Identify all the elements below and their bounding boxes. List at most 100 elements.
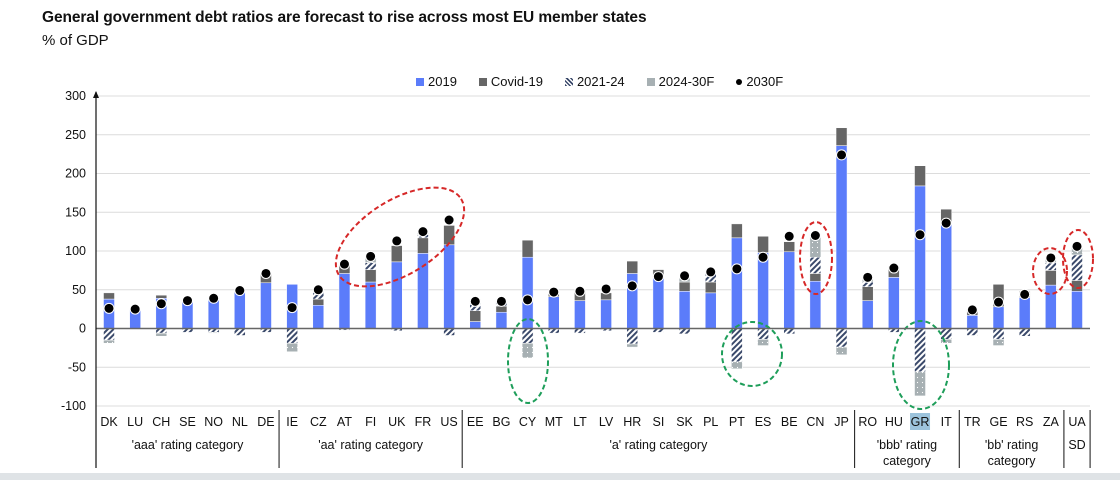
bar-2021-24	[757, 328, 769, 340]
bar-2021-24	[286, 328, 298, 344]
x-tick-label: ZA	[1043, 415, 1060, 429]
legend-item-2019: 2019	[416, 74, 457, 89]
x-tick-label: IE	[286, 415, 298, 429]
bar-2021-24	[783, 328, 795, 335]
bar-covid	[809, 273, 822, 282]
marker-2030f	[888, 262, 900, 274]
bar-2019	[678, 291, 691, 329]
bar-2021-24	[966, 328, 979, 336]
bar-2021-24	[364, 262, 377, 270]
marker-2030f	[993, 296, 1005, 308]
marker-2030f	[652, 271, 664, 283]
marker-2030f	[417, 226, 429, 238]
bar-2019	[1018, 297, 1031, 329]
x-tick-label: RS	[1016, 415, 1033, 429]
x-tick-label: CH	[152, 415, 170, 429]
marker-2030f	[940, 217, 952, 229]
bar-2024-30f	[835, 346, 848, 356]
bar-2019	[260, 282, 272, 329]
annotation-ellipse	[1032, 247, 1068, 295]
bar-covid	[861, 286, 874, 301]
x-tick-label: HU	[885, 415, 903, 429]
bar-2021-24	[992, 328, 1005, 340]
legend-item-2024-30f: 2024-30F	[646, 74, 714, 89]
bar-covid	[469, 310, 482, 322]
bar-2019	[548, 296, 560, 329]
bar-covid	[704, 281, 717, 294]
x-tick-label: PL	[703, 415, 718, 429]
bar-2019	[364, 281, 377, 329]
legend-marker-dot	[736, 78, 743, 85]
legend: 2019 Covid-19 2021-24 2024-30F 2030F	[416, 74, 783, 89]
x-tick-label: EE	[467, 415, 484, 429]
x-tick-label: MT	[545, 415, 563, 429]
chart-subtitle: % of GDP	[42, 32, 109, 49]
annotation-ellipse	[507, 318, 549, 404]
x-tick-label: FI	[365, 415, 376, 429]
marker-2030f	[809, 230, 821, 241]
bar-2019	[966, 315, 979, 329]
bar-covid	[835, 127, 848, 146]
marker-2030f	[365, 250, 377, 262]
x-tick-label: US	[440, 415, 457, 429]
x-tick-label: UK	[388, 415, 406, 429]
x-tick-label: DK	[100, 415, 118, 429]
marker-2030f	[312, 284, 324, 296]
bar-2019	[417, 253, 429, 329]
bar-2021-24	[809, 256, 822, 274]
x-tick-label: TR	[964, 415, 981, 429]
y-axis-arrow	[93, 91, 99, 98]
x-tick-label: GR	[911, 415, 930, 429]
x-tick-label: RO	[858, 415, 877, 429]
bar-2024-30f	[914, 371, 926, 397]
bar-2021-24	[731, 328, 743, 363]
bar-2019	[391, 261, 403, 329]
bar-2019	[600, 299, 612, 329]
bar-2019	[495, 311, 508, 329]
marker-2030f	[391, 235, 403, 247]
x-tick-label: BG	[492, 415, 510, 429]
legend-swatch-hatch	[564, 77, 573, 86]
x-tick-label: GE	[989, 415, 1007, 429]
bar-2024-30f	[626, 343, 638, 348]
legend-swatch-dotted	[646, 77, 655, 86]
annotation-ellipse	[1062, 229, 1094, 289]
marker-2030f	[600, 283, 612, 295]
bar-2019	[338, 273, 351, 329]
marker-2030f	[495, 295, 507, 307]
y-tick-label: 250	[65, 128, 86, 142]
bar-2024-30f	[521, 342, 534, 359]
x-tick-label: LU	[127, 415, 143, 429]
bar-covid	[914, 165, 926, 187]
legend-label: 2019	[428, 74, 457, 89]
x-tick-label: FR	[415, 415, 432, 429]
group-label: 'bbb' rating	[877, 438, 937, 452]
x-tick-label: LT	[573, 415, 587, 429]
y-tick-label: -100	[61, 399, 86, 413]
bar-2019	[757, 252, 769, 329]
bar-2019	[992, 306, 1005, 329]
marker-2030f	[548, 286, 560, 298]
legend-label: 2021-24	[576, 74, 625, 89]
legend-item-2030f: 2030F	[736, 74, 783, 89]
y-tick-label: 0	[79, 322, 86, 336]
bar-2019	[312, 305, 325, 329]
bar-covid	[678, 281, 691, 292]
bar-covid	[495, 305, 508, 313]
bar-covid	[783, 241, 795, 253]
x-tick-label: LV	[599, 415, 614, 429]
legend-label: 2030F	[746, 74, 784, 89]
marker-2030f	[286, 302, 298, 314]
marker-2030f	[155, 298, 167, 310]
bar-covid	[757, 236, 769, 253]
bar-2019	[1071, 291, 1083, 329]
annotation-ellipse	[721, 321, 783, 387]
marker-2030f	[469, 295, 481, 307]
chart-title: General government debt ratios are forec…	[42, 9, 647, 26]
annotation-ellipse	[799, 221, 833, 295]
marker-2030f	[1071, 240, 1083, 252]
marker-2030f	[679, 270, 691, 282]
bar-covid	[391, 245, 403, 263]
bar-covid	[521, 239, 534, 258]
